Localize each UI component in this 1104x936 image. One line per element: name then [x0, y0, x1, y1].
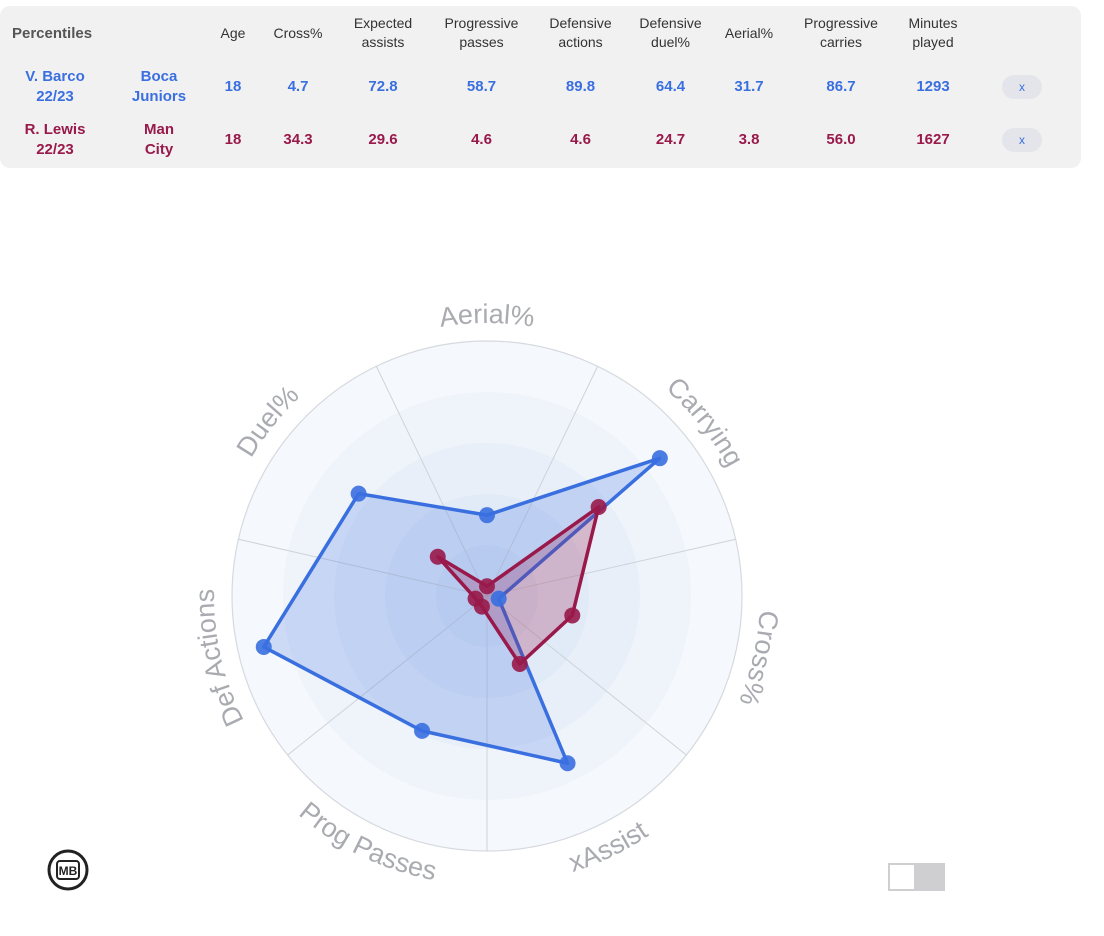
value-cell: 1627	[916, 130, 950, 148]
value-cell: 3.8	[738, 130, 760, 148]
radar-sector-line	[238, 538, 488, 597]
axis-label: Aerial%	[437, 299, 536, 333]
player-name-cell: V. Barco 22/23	[25, 67, 85, 105]
percentiles-table-card: Percentiles Age Cross% Expected assists P…	[0, 6, 1081, 168]
data-point	[490, 590, 507, 607]
logo-text: MB	[59, 864, 78, 878]
remove-player-button[interactable]: x	[1002, 74, 1042, 99]
series-outline	[262, 456, 662, 766]
data-point	[414, 722, 431, 739]
value-cell: 64.4	[655, 77, 686, 95]
data-point	[559, 755, 576, 772]
value-cell: 58.7	[466, 77, 497, 95]
radar-sector-line	[375, 366, 488, 597]
value-cell: 31.7	[734, 77, 764, 95]
value-cell: 4.6	[570, 130, 591, 148]
series-area	[437, 506, 599, 665]
data-point	[429, 548, 446, 565]
view-toggle-switch[interactable]	[888, 863, 945, 891]
value-cell: 29.6	[368, 130, 398, 148]
value-cell: 86.7	[826, 77, 856, 95]
toggle-knob	[890, 865, 914, 889]
radar-sector-line	[287, 595, 488, 756]
player-name-cell: R. Lewis 22/23	[24, 120, 86, 158]
value-cell: 24.7	[655, 130, 686, 148]
table-row: R. Lewis 22/23 Man City 18 34.3 29.6 4.6 4…	[0, 113, 1077, 166]
remove-cell: x	[967, 113, 1077, 166]
data-point	[467, 590, 484, 607]
table-row: V. Barco 22/23 Boca Juniors 18 4.7 72.8 58…	[0, 60, 1077, 113]
column-header: Defensive actions	[549, 15, 612, 50]
column-header: Defensive duel%	[639, 15, 702, 50]
value-cell: 18	[224, 77, 242, 95]
value-cell: 4.7	[287, 77, 309, 95]
radar-sector-line	[486, 366, 599, 597]
data-point	[651, 450, 668, 467]
series-outline	[436, 505, 601, 666]
value-cell: 34.3	[283, 130, 313, 148]
mb-logo-icon: MB	[47, 849, 89, 891]
percentiles-label: Percentiles	[12, 24, 93, 42]
column-header: Expected assists	[353, 15, 413, 50]
data-point	[590, 498, 607, 515]
column-header: Minutes played	[908, 15, 958, 50]
data-point	[479, 578, 495, 595]
data-point	[479, 507, 495, 524]
data-point	[255, 638, 272, 655]
percentiles-table: Percentiles Age Cross% Expected assists P…	[0, 6, 1077, 166]
column-header: Cross%	[273, 24, 323, 41]
column-header: Progressive carries	[804, 15, 878, 50]
data-point	[564, 607, 581, 624]
remove-cell: x	[967, 60, 1077, 113]
column-header: Aerial%	[724, 24, 774, 41]
remove-player-button[interactable]: x	[1002, 127, 1042, 152]
value-cell: 72.8	[368, 77, 398, 95]
value-cell: 18	[224, 130, 242, 148]
column-header: Progressive passes	[444, 15, 519, 50]
radar-sector-line	[486, 595, 687, 756]
value-cell: 4.6	[471, 130, 492, 148]
club-cell: Boca Juniors	[131, 67, 187, 105]
value-cell: 89.8	[565, 77, 596, 95]
table-header-row: Percentiles Age Cross% Expected assists P…	[0, 6, 1077, 60]
column-header: Age	[220, 24, 246, 41]
radar-sector-line	[486, 538, 736, 597]
data-point	[350, 485, 367, 502]
value-cell: 1293	[916, 77, 950, 95]
club-cell: Man City	[144, 120, 174, 158]
data-point	[511, 656, 528, 673]
value-cell: 56.0	[826, 130, 856, 148]
